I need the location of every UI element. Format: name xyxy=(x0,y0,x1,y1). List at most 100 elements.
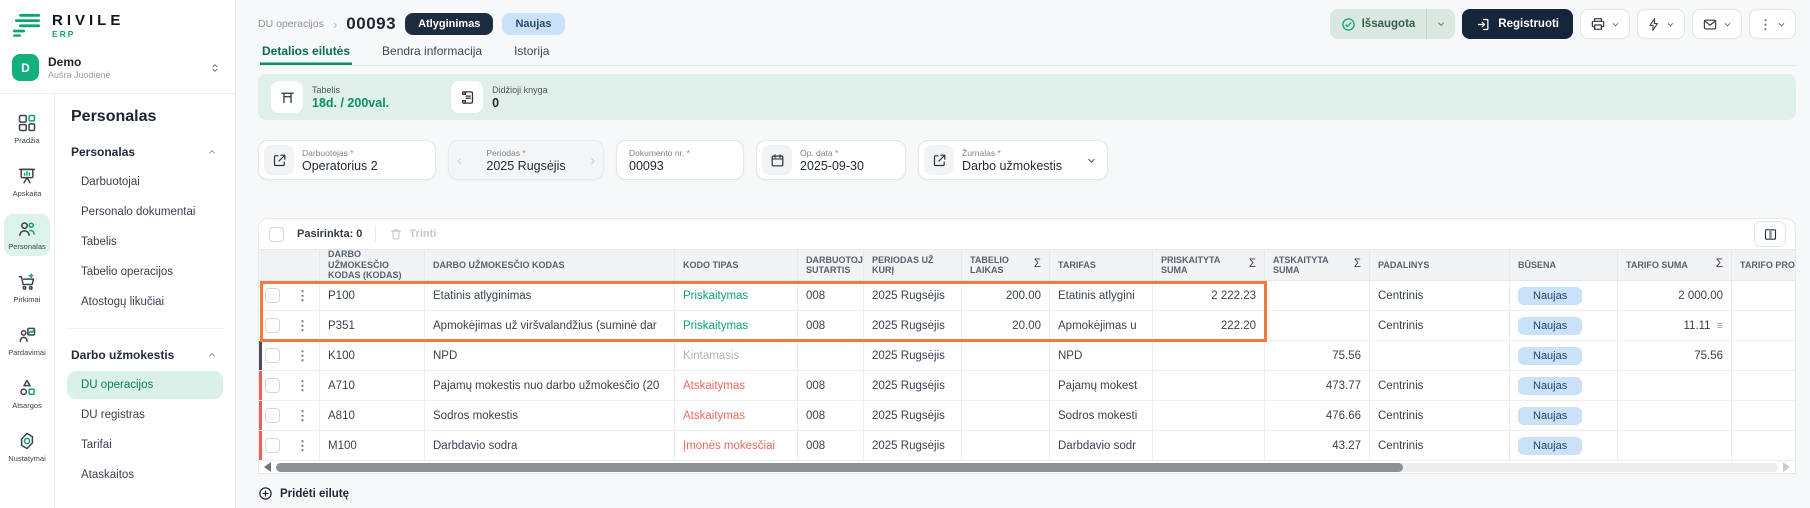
register-button[interactable]: Registruoti xyxy=(1462,9,1573,39)
column-settings-button[interactable] xyxy=(1754,221,1786,247)
tab-detalios-eilutes[interactable]: Detalios eilutės xyxy=(260,42,352,65)
cell-department[interactable] xyxy=(1370,341,1510,370)
cell-tariff-sum[interactable]: 75.56≡ xyxy=(1618,341,1732,370)
sidebar-item-ataskaitos[interactable]: Ataskaitos xyxy=(67,461,223,489)
cell-code[interactable]: P351 xyxy=(320,311,425,340)
cell-time[interactable] xyxy=(962,341,1050,370)
cell-code[interactable]: P100 xyxy=(320,281,425,310)
cell-type[interactable]: Įmonės mokesčiai xyxy=(675,431,798,460)
prev-period-icon[interactable]: ‹ xyxy=(457,152,462,168)
cell-department[interactable]: Centrinis xyxy=(1370,311,1510,340)
cell-period[interactable]: 2025 Rugsėjis xyxy=(864,281,962,310)
cell-tariff-proc[interactable] xyxy=(1732,311,1796,340)
sidebar-item-du-operacijos[interactable]: DU operacijos xyxy=(67,371,223,399)
banner-item-didzioji-knyga[interactable]: Didžioji knyga 0 xyxy=(451,81,548,113)
scroll-left-icon[interactable] xyxy=(264,462,271,472)
nav-item-pirkimai[interactable]: Pirkimai xyxy=(4,267,50,309)
group-personalas[interactable]: Personalas xyxy=(67,138,223,166)
add-row-button[interactable]: Pridėti eilutę xyxy=(258,486,349,501)
cell-time[interactable] xyxy=(962,431,1050,460)
chevron-down-icon[interactable] xyxy=(1426,9,1455,39)
cell-deducted[interactable]: 473.77 xyxy=(1265,371,1370,400)
cell-name[interactable]: Darbdavio sodra xyxy=(425,431,675,460)
tab-bendra-informacija[interactable]: Bendra informacija xyxy=(380,42,484,65)
sum-icon[interactable]: Σ xyxy=(1716,258,1723,271)
nav-item-pardavimai[interactable]: Pardavimai xyxy=(4,320,50,362)
scrollbar-track[interactable] xyxy=(276,463,1778,472)
scrollbar-thumb[interactable] xyxy=(276,463,1403,472)
menu-hamburger-icon[interactable] xyxy=(12,12,42,40)
darbuotojas-field[interactable]: Darbuotojas * Operatorius 2 xyxy=(258,140,436,180)
next-period-icon[interactable]: › xyxy=(590,152,595,168)
cell-period[interactable]: 2025 Rugsėjis xyxy=(864,311,962,340)
drag-icon[interactable]: ≡ xyxy=(1717,320,1723,332)
cell-type[interactable]: Atskaitymas xyxy=(675,371,798,400)
cell-tariff-proc[interactable] xyxy=(1732,371,1796,400)
row-kebab-icon[interactable]: ⋮ xyxy=(296,349,309,362)
cell-tariff-sum[interactable]: ≡ xyxy=(1618,431,1732,460)
cell-tariff-sum[interactable]: 11.11≡ xyxy=(1618,311,1732,340)
nav-item-apskaita[interactable]: Apskaita xyxy=(4,161,50,203)
cell-type[interactable]: Priskaitymas xyxy=(675,281,798,310)
row-checkbox[interactable] xyxy=(265,378,280,393)
banner-item-tabelis[interactable]: Tabelis 18d. / 200val. xyxy=(271,81,389,113)
periodas-field[interactable]: ‹ Periodas * 2025 Rugsėjis › xyxy=(448,140,604,180)
cell-period[interactable]: 2025 Rugsėjis xyxy=(864,371,962,400)
cell-accrued[interactable] xyxy=(1153,341,1265,370)
cell-tariff[interactable]: Apmokėjimas u xyxy=(1050,311,1153,340)
row-kebab-icon[interactable]: ⋮ xyxy=(296,319,309,332)
cell-period[interactable]: 2025 Rugsėjis xyxy=(864,401,962,430)
nav-item-atsargos[interactable]: Atsargos xyxy=(4,373,50,415)
cell-deducted[interactable] xyxy=(1265,311,1370,340)
cell-name[interactable]: Sodros mokestis xyxy=(425,401,675,430)
cell-tariff-sum[interactable]: ≡ xyxy=(1618,401,1732,430)
cell-code[interactable]: A710 xyxy=(320,371,425,400)
dokumento-nr-field[interactable]: Dokumento nr. * 00093 xyxy=(616,140,744,180)
cell-time[interactable] xyxy=(962,371,1050,400)
tab-istorija[interactable]: Istorija xyxy=(512,42,551,65)
cell-tariff[interactable]: Sodros mokesti xyxy=(1050,401,1153,430)
cell-tariff-proc[interactable] xyxy=(1732,341,1796,370)
row-checkbox[interactable] xyxy=(265,348,280,363)
cell-code[interactable]: A810 xyxy=(320,401,425,430)
cell-tariff-sum[interactable]: 2 000.00≡ xyxy=(1618,281,1732,310)
cell-code[interactable]: M100 xyxy=(320,431,425,460)
row-kebab-icon[interactable]: ⋮ xyxy=(296,439,309,452)
cell-accrued[interactable]: 222.20 xyxy=(1153,311,1265,340)
cell-accrued[interactable] xyxy=(1153,401,1265,430)
cell-tariff-proc[interactable] xyxy=(1732,281,1796,310)
sum-icon[interactable]: Σ xyxy=(1034,258,1041,271)
cell-contract[interactable] xyxy=(798,341,864,370)
cell-time[interactable] xyxy=(962,401,1050,430)
cell-contract[interactable]: 008 xyxy=(798,431,864,460)
cell-contract[interactable]: 008 xyxy=(798,371,864,400)
group-darbo-uzmokestis[interactable]: Darbo užmokestis xyxy=(67,341,223,369)
row-checkbox[interactable] xyxy=(265,288,280,303)
sidebar-item-tabelio-operacijos[interactable]: Tabelio operacijos xyxy=(67,258,223,286)
row-kebab-icon[interactable]: ⋮ xyxy=(296,379,309,392)
row-checkbox[interactable] xyxy=(265,438,280,453)
breadcrumb-parent[interactable]: DU operacijos xyxy=(258,18,324,30)
cell-name[interactable]: NPD xyxy=(425,341,675,370)
sidebar-item-personalo-dokumentai[interactable]: Personalo dokumentai xyxy=(67,198,223,226)
sidebar-item-tarifai[interactable]: Tarifai xyxy=(67,431,223,459)
cell-type[interactable]: Priskaitymas xyxy=(675,311,798,340)
cell-department[interactable]: Centrinis xyxy=(1370,431,1510,460)
automation-button[interactable] xyxy=(1637,9,1685,39)
horizontal-scrollbar[interactable] xyxy=(259,461,1795,473)
cell-type[interactable]: Kintamasis xyxy=(675,341,798,370)
workspace-selector[interactable]: D Demo Aušra Juodienė xyxy=(0,46,235,94)
print-button[interactable] xyxy=(1580,9,1630,39)
cell-tariff[interactable]: Etatinis atlygini xyxy=(1050,281,1153,310)
chevron-down-icon[interactable] xyxy=(1086,155,1097,166)
zurnalas-field[interactable]: Žurnalas * Darbo užmokestis xyxy=(918,140,1108,180)
delete-button[interactable]: Trinti xyxy=(389,227,436,241)
cell-department[interactable]: Centrinis xyxy=(1370,401,1510,430)
cell-department[interactable]: Centrinis xyxy=(1370,281,1510,310)
saved-button[interactable]: Išsaugota xyxy=(1330,9,1456,39)
cell-tariff-proc[interactable] xyxy=(1732,401,1796,430)
sidebar-item-tabelis[interactable]: Tabelis xyxy=(67,228,223,256)
sidebar-item-du-registras[interactable]: DU registras xyxy=(67,401,223,429)
cell-deducted[interactable]: 476.66 xyxy=(1265,401,1370,430)
row-checkbox[interactable] xyxy=(265,408,280,423)
